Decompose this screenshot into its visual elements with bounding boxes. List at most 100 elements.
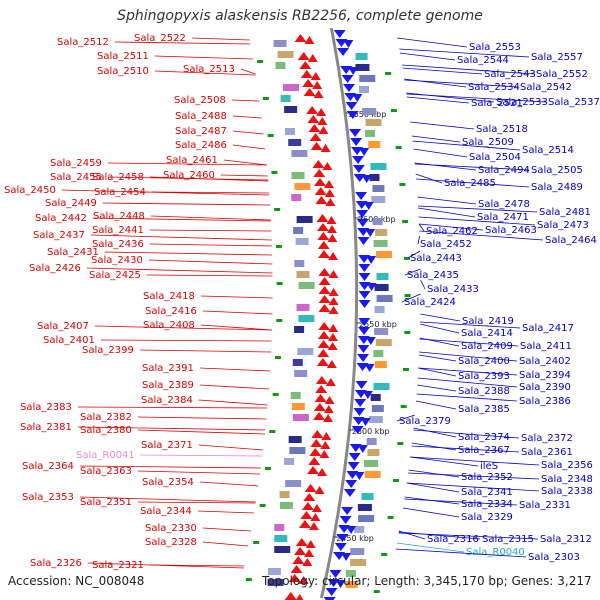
gene-label-left: Sala_2401 — [43, 335, 95, 346]
callout-line-right — [419, 351, 518, 362]
gene-block-right — [355, 64, 370, 71]
gene-arrow-reverse — [357, 237, 370, 245]
marker-left — [267, 134, 274, 137]
callout-line-left — [151, 191, 270, 194]
gene-block-right — [365, 119, 382, 126]
gene-arrow-reverse — [354, 472, 365, 480]
callout-line-left — [231, 99, 260, 102]
gene-arrow-forward — [308, 457, 321, 465]
callout-line-right — [417, 235, 420, 245]
gene-label-right: Sala_2542 — [520, 82, 572, 93]
marker-left — [276, 282, 283, 285]
callout-line-left — [154, 70, 256, 76]
gene-label-left: Sala_2437 — [33, 230, 85, 241]
gene-block-right — [366, 438, 377, 445]
gene-block-left — [289, 447, 306, 454]
gene-block-left — [297, 348, 314, 355]
gene-label-left: Sala_2522 — [134, 33, 186, 44]
gene-label-right: Sala_2557 — [531, 52, 583, 63]
gene-block-left — [284, 106, 298, 113]
kbp-label: 2550 kbp — [359, 320, 397, 329]
callout-line-right — [413, 427, 457, 438]
gene-arrow-forward — [308, 522, 319, 530]
gene-label-left: Sala_2442 — [35, 213, 87, 224]
marker-right — [402, 220, 409, 223]
gene-block-left — [284, 128, 295, 135]
callout-line-left — [94, 325, 273, 331]
gene-block-left — [274, 524, 285, 531]
gene-arrow-reverse — [359, 148, 370, 156]
gene-arrow-forward — [314, 187, 327, 195]
gene-arrow-reverse — [363, 202, 374, 210]
gene-block-right — [376, 295, 393, 302]
callout-line-right — [395, 548, 527, 558]
gene-label-right: Sala_2390 — [519, 382, 571, 393]
callout-line-left — [137, 501, 256, 504]
gene-label-right: Sala_2386 — [519, 396, 571, 407]
gene-block-right — [369, 174, 380, 181]
gene-block-left — [295, 238, 309, 245]
gene-label-right: Sala_2400 — [458, 356, 510, 367]
callout-line-left — [86, 267, 273, 274]
marker-right — [399, 183, 406, 186]
gene-label-left: Sala_R0041 — [76, 450, 135, 461]
marker-left — [276, 319, 283, 322]
gene-label-left: Sala_2454 — [94, 187, 146, 198]
callout-line-right — [418, 354, 457, 362]
gene-block-left — [296, 271, 310, 278]
gene-label-right: Sala_2315 — [482, 534, 534, 545]
gene-block-right — [374, 361, 387, 368]
marker-right — [395, 146, 402, 149]
gene-block-right — [370, 163, 387, 170]
gene-label-right: Sala_2312 — [540, 534, 592, 545]
gene-label-left: Sala_2363 — [80, 466, 132, 477]
callout-line-right — [398, 531, 481, 540]
callout-line-right — [404, 79, 519, 88]
gene-arrow-reverse — [357, 445, 368, 453]
gene-label-left: Sala_2450 — [4, 185, 56, 196]
gene-arrow-forward — [328, 324, 339, 332]
callout-line-left — [202, 310, 273, 315]
callout-line-right — [407, 250, 421, 259]
gene-arrow-reverse — [341, 507, 354, 515]
gene-label-left: Sala_2511 — [97, 51, 149, 62]
gene-arrow-forward — [317, 117, 328, 125]
gene-label-right: Sala_2443 — [410, 253, 462, 264]
gene-arrow-forward — [327, 342, 338, 350]
gene-label-left: Sala_2389 — [142, 380, 194, 391]
gene-label-right: Sala_2463 — [485, 225, 537, 236]
gene-label-right: Sala_2544 — [457, 55, 509, 66]
gene-label-right: Sala_2341 — [461, 487, 513, 498]
gene-arrow-reverse — [362, 391, 373, 399]
callout-line-left — [199, 384, 269, 390]
gene-arrow-forward — [302, 79, 315, 87]
callout-line-left — [223, 159, 267, 166]
gene-label-right: Sala_2374 — [458, 432, 510, 443]
callout-line-right — [410, 456, 540, 466]
callout-line-left — [139, 349, 272, 353]
marker-left — [275, 245, 282, 248]
gene-arrow-reverse — [358, 300, 371, 308]
gene-arrow-forward — [328, 297, 339, 305]
callout-line-right — [406, 96, 470, 104]
gene-label-right: Sala_2388 — [458, 386, 510, 397]
callout-line-left — [137, 416, 267, 420]
callout-line-right — [401, 293, 421, 303]
gene-label-right: Sala_2372 — [521, 433, 573, 444]
gene-arrow-reverse — [353, 408, 366, 416]
gene-block-right — [370, 394, 381, 401]
callout-line-right — [408, 472, 540, 480]
gene-arrow-forward — [316, 214, 329, 222]
gene-block-right — [374, 284, 389, 291]
gene-label-right: Sala_2331 — [519, 500, 571, 511]
gene-arrow-reverse — [361, 175, 372, 183]
chromosome-backbone — [319, 27, 359, 599]
gene-block-left — [273, 40, 287, 47]
gene-label-left: Sala_2430 — [91, 255, 143, 266]
gene-label-left: Sala_2426 — [29, 263, 81, 274]
callout-line-right — [404, 498, 518, 506]
gene-arrow-reverse — [343, 40, 354, 48]
callout-line-left — [104, 251, 273, 256]
topology-text: Topology: circular; Length: 3,345,170 bp… — [262, 574, 592, 588]
